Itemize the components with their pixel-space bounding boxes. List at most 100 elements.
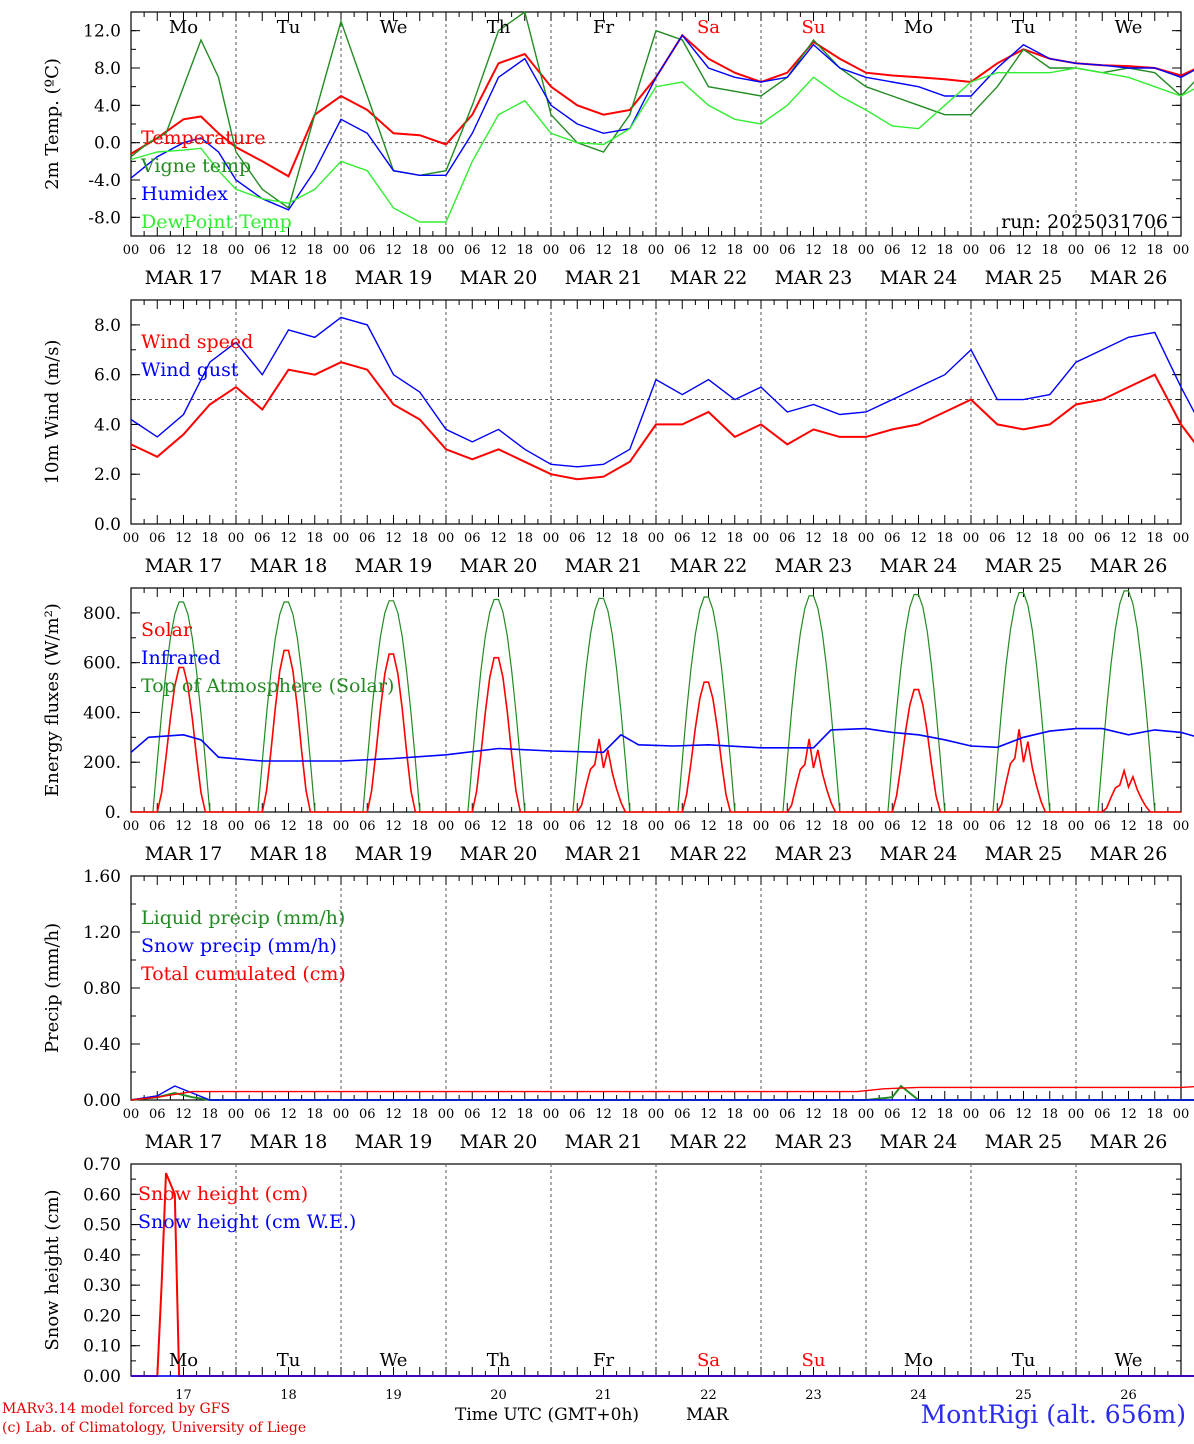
legend-entry: Humidex <box>141 183 228 205</box>
hour-label: 18 <box>306 1107 323 1122</box>
hour-label: 00 <box>753 819 770 834</box>
hour-label: 12 <box>595 1107 612 1122</box>
day-number-label: 19 <box>385 1388 402 1403</box>
weekday-label: We <box>1115 17 1143 38</box>
hour-label: 12 <box>700 243 717 258</box>
hour-label: 18 <box>1146 819 1163 834</box>
hour-label: 06 <box>569 531 586 546</box>
y-tick-label: 600. <box>83 654 121 674</box>
day-label: MAR 24 <box>880 1131 958 1153</box>
hour-label: 06 <box>254 819 271 834</box>
hour-label: 00 <box>963 531 980 546</box>
hour-label: 06 <box>569 1107 586 1122</box>
day-label: MAR 23 <box>775 267 853 289</box>
temperature-line <box>130 33 1194 178</box>
hour-label: 18 <box>1146 531 1163 546</box>
hour-label: 06 <box>1094 243 1111 258</box>
hour-label: 12 <box>385 819 402 834</box>
y-tick-label: 0.0 <box>94 515 121 535</box>
legend-entry: Top of Atmosphere (Solar) <box>141 675 394 697</box>
weekday-label: Mo <box>169 17 198 38</box>
day-number-label: 18 <box>280 1388 297 1403</box>
y-tick-label: 400. <box>83 703 121 723</box>
month-label: MAR <box>686 1405 729 1425</box>
hour-label: 06 <box>149 1107 166 1122</box>
day-label: MAR 17 <box>145 555 223 577</box>
y-tick-label: 1.60 <box>83 867 121 887</box>
hour-label: 18 <box>831 819 848 834</box>
weekday-label: Th <box>487 17 511 38</box>
hour-label: 00 <box>228 819 245 834</box>
hour-label: 18 <box>411 531 428 546</box>
y-tick-label: -8.0 <box>88 208 121 228</box>
y-tick-label: 1.20 <box>83 923 121 943</box>
hour-label: 00 <box>963 243 980 258</box>
hour-label: 18 <box>516 531 533 546</box>
hour-label: 06 <box>359 819 376 834</box>
hour-label: 12 <box>175 1107 192 1122</box>
hour-label: 12 <box>1015 1107 1032 1122</box>
hour-label: 12 <box>700 819 717 834</box>
hour-label: 12 <box>805 1107 822 1122</box>
hour-label: 00 <box>123 1107 140 1122</box>
hour-label: 00 <box>1173 819 1190 834</box>
hour-label: 06 <box>884 819 901 834</box>
hour-label: 18 <box>936 243 953 258</box>
hour-label: 12 <box>490 531 507 546</box>
y-tick-label: 200. <box>83 753 121 773</box>
weekday-label: Fr <box>593 17 614 38</box>
hour-label: 00 <box>438 531 455 546</box>
weekday-label: Mo <box>169 1350 198 1371</box>
hour-label: 12 <box>1120 819 1137 834</box>
hour-label: 00 <box>648 243 665 258</box>
hour-label: 06 <box>1094 531 1111 546</box>
y-tick-label: 0.10 <box>83 1337 121 1357</box>
hour-label: 06 <box>674 1107 691 1122</box>
y-tick-label: 800. <box>83 604 121 624</box>
weekday-label: We <box>1115 1350 1143 1371</box>
day-label: MAR 25 <box>985 1131 1063 1153</box>
hour-label: 00 <box>228 1107 245 1122</box>
hour-label: 00 <box>648 819 665 834</box>
weekday-label: Tu <box>1012 17 1036 38</box>
hour-label: 12 <box>1120 1107 1137 1122</box>
hour-label: 00 <box>543 819 560 834</box>
hour-label: 00 <box>123 531 140 546</box>
hour-label: 12 <box>910 1107 927 1122</box>
weekday-label: Sa <box>697 1350 720 1371</box>
hour-label: 18 <box>1041 243 1058 258</box>
lab-credit: (c) Lab. of Climatology, University of L… <box>2 1420 307 1436</box>
y-tick-label: 0.70 <box>83 1155 121 1175</box>
hour-label: 18 <box>621 819 638 834</box>
y-tick-label: 0.40 <box>83 1246 121 1266</box>
hour-label: 00 <box>123 819 140 834</box>
vigne-temp-line <box>130 10 1194 210</box>
hour-label: 18 <box>1041 819 1058 834</box>
hour-label: 12 <box>490 1107 507 1122</box>
wind-gust-line <box>130 316 1194 468</box>
hour-label: 06 <box>779 243 796 258</box>
run-label: run: 2025031706 <box>1001 211 1168 233</box>
day-label: MAR 21 <box>565 1131 643 1153</box>
hour-label: 06 <box>149 243 166 258</box>
hour-label: 06 <box>359 1107 376 1122</box>
hour-label: 00 <box>858 243 875 258</box>
legend-entry: Snow height (cm W.E.) <box>138 1211 356 1233</box>
y-tick-label: -4.0 <box>88 171 121 191</box>
hour-label: 18 <box>516 243 533 258</box>
day-label: MAR 18 <box>250 1131 328 1153</box>
hour-label: 06 <box>779 531 796 546</box>
hour-label: 00 <box>123 243 140 258</box>
hour-label: 12 <box>280 1107 297 1122</box>
y-axis-label: 10m Wind (m/s) <box>42 340 63 485</box>
day-label: MAR 21 <box>565 267 643 289</box>
legend-entry: Vigne temp <box>140 155 251 177</box>
y-tick-label: 8.0 <box>94 316 121 336</box>
hour-label: 00 <box>333 243 350 258</box>
day-label: MAR 24 <box>880 555 958 577</box>
day-label: MAR 26 <box>1090 1131 1168 1153</box>
hour-label: 12 <box>385 1107 402 1122</box>
day-label: MAR 18 <box>250 843 328 865</box>
hour-label: 00 <box>753 531 770 546</box>
